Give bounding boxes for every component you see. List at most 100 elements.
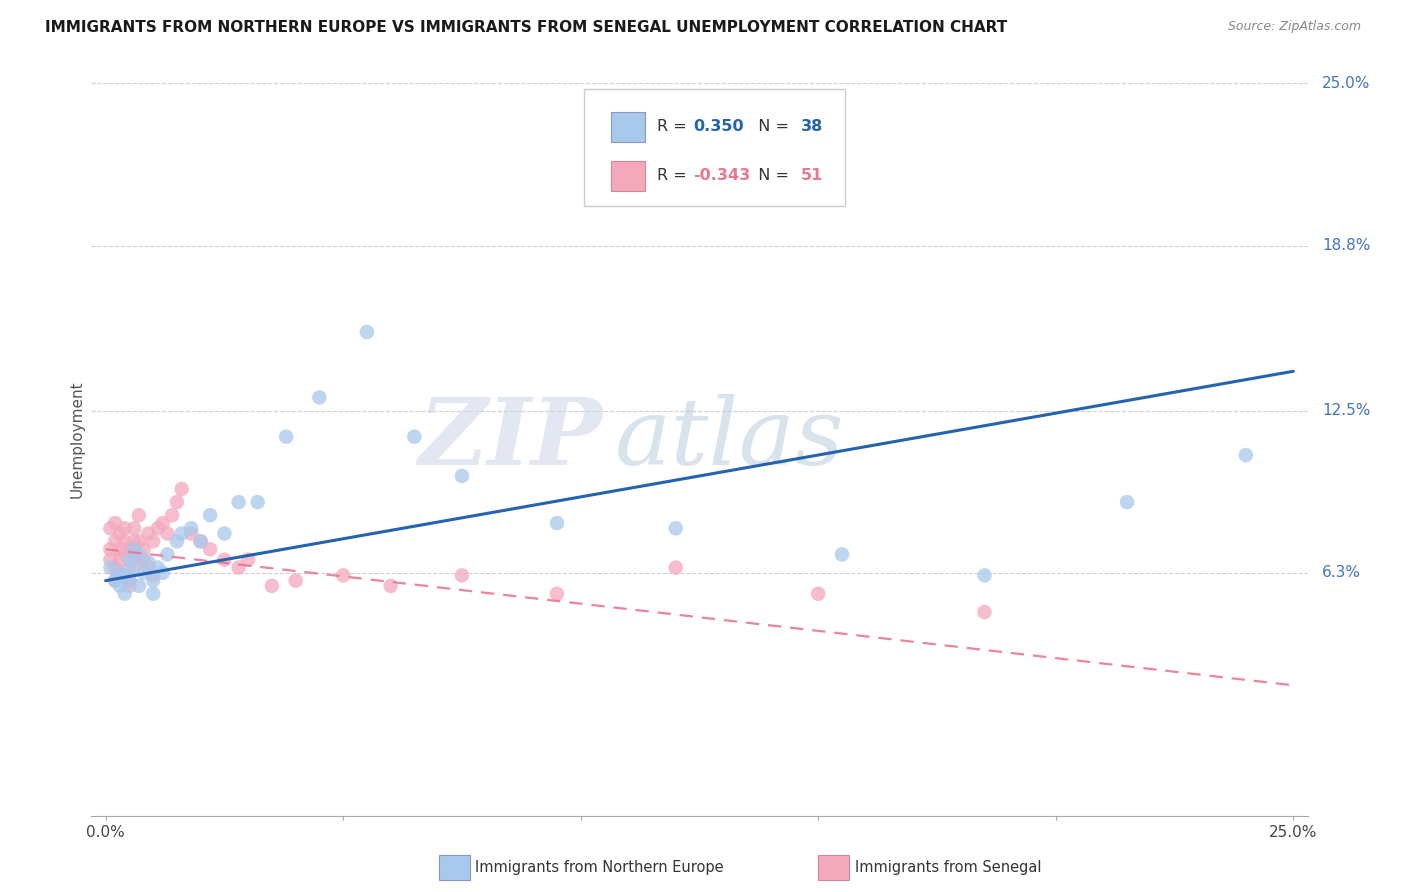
Point <box>118 574 141 588</box>
Point <box>284 574 307 588</box>
Point <box>146 560 169 574</box>
Point <box>128 534 150 549</box>
Text: 38: 38 <box>800 120 823 135</box>
Point <box>132 542 155 557</box>
Point <box>108 552 131 566</box>
Point <box>128 552 150 566</box>
Point <box>665 560 688 574</box>
Point <box>973 605 995 619</box>
Point <box>104 560 127 574</box>
Point <box>451 568 474 582</box>
Point <box>260 579 283 593</box>
Point <box>104 534 127 549</box>
Point <box>1116 495 1139 509</box>
Text: 25.0%: 25.0% <box>1322 76 1371 91</box>
Point <box>138 555 160 569</box>
Point <box>100 521 122 535</box>
Point <box>118 579 141 593</box>
Point <box>104 574 127 588</box>
Point <box>198 508 221 523</box>
Text: Immigrants from Northern Europe: Immigrants from Northern Europe <box>475 860 724 874</box>
Point <box>142 587 165 601</box>
Point <box>308 391 330 405</box>
Text: -0.343: -0.343 <box>693 169 751 183</box>
Point <box>122 548 145 562</box>
Point <box>118 552 141 566</box>
Point <box>138 526 160 541</box>
Point <box>122 521 145 535</box>
Point <box>132 566 155 580</box>
Point <box>190 534 212 549</box>
Point <box>138 560 160 574</box>
Point <box>100 552 122 566</box>
Point <box>228 495 250 509</box>
Point <box>100 560 122 574</box>
Point <box>152 566 174 580</box>
Text: IMMIGRANTS FROM NORTHERN EUROPE VS IMMIGRANTS FROM SENEGAL UNEMPLOYMENT CORRELAT: IMMIGRANTS FROM NORTHERN EUROPE VS IMMIG… <box>45 20 1007 35</box>
Point <box>1234 448 1257 462</box>
Point <box>104 574 127 588</box>
Point <box>546 587 568 601</box>
Point <box>166 534 188 549</box>
Text: atlas: atlas <box>614 394 844 484</box>
Point <box>546 516 568 530</box>
Point <box>142 574 165 588</box>
Point <box>451 469 474 483</box>
Point <box>170 482 193 496</box>
Bar <box>610 161 645 191</box>
Point <box>100 542 122 557</box>
Point <box>114 521 136 535</box>
Text: 0.350: 0.350 <box>693 120 744 135</box>
Point <box>665 521 688 535</box>
Point <box>198 542 221 557</box>
Text: ZIP: ZIP <box>418 394 602 484</box>
Text: Source: ZipAtlas.com: Source: ZipAtlas.com <box>1227 20 1361 33</box>
Point <box>108 542 131 557</box>
FancyBboxPatch shape <box>583 89 845 206</box>
Point <box>156 526 179 541</box>
Point <box>807 587 830 601</box>
Point <box>214 552 236 566</box>
Point <box>108 568 131 582</box>
Point <box>122 534 145 549</box>
Bar <box>610 112 645 142</box>
Text: 51: 51 <box>800 169 823 183</box>
Point <box>404 430 426 444</box>
Point <box>108 526 131 541</box>
Point <box>114 587 136 601</box>
Point <box>142 534 165 549</box>
Point <box>380 579 402 593</box>
Point <box>118 542 141 557</box>
Point <box>214 526 236 541</box>
Point <box>170 526 193 541</box>
Point <box>122 542 145 557</box>
Point <box>108 579 131 593</box>
Point <box>132 552 155 566</box>
Y-axis label: Unemployment: Unemployment <box>69 381 84 498</box>
Point <box>180 521 202 535</box>
Point <box>180 526 202 541</box>
Text: R =: R = <box>657 169 692 183</box>
Point <box>128 579 150 593</box>
Point <box>356 325 378 339</box>
Point <box>114 548 136 562</box>
Point <box>152 516 174 530</box>
Text: Immigrants from Senegal: Immigrants from Senegal <box>855 860 1042 874</box>
Text: 6.3%: 6.3% <box>1322 566 1361 581</box>
Point <box>128 548 150 562</box>
Point <box>118 560 141 574</box>
Point <box>332 568 354 582</box>
Point <box>228 560 250 574</box>
Text: N =: N = <box>748 120 794 135</box>
Text: N =: N = <box>748 169 794 183</box>
Point <box>276 430 298 444</box>
Point <box>190 534 212 549</box>
Text: R =: R = <box>657 120 692 135</box>
Point <box>156 548 179 562</box>
Point <box>246 495 269 509</box>
Text: 18.8%: 18.8% <box>1322 238 1371 253</box>
Point <box>114 534 136 549</box>
Point <box>146 521 169 535</box>
Point <box>160 508 183 523</box>
Point <box>142 568 165 582</box>
